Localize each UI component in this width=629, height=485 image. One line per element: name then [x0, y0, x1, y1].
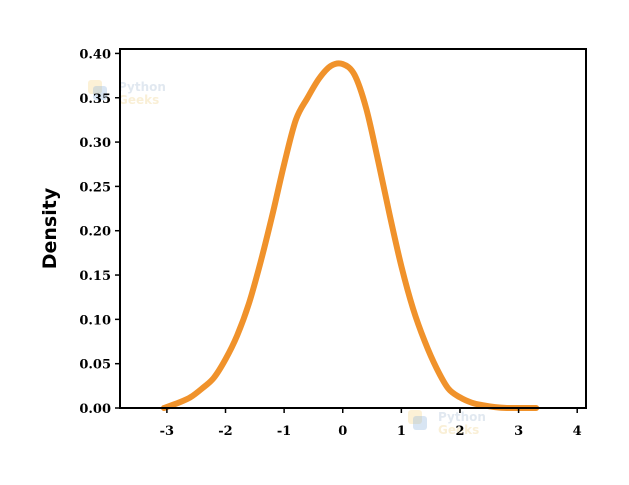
x-tick-label: 0 [338, 424, 347, 439]
watermark-line1: Python [438, 410, 486, 424]
y-tick-label: 0.30 [79, 136, 111, 151]
watermark-logo-icon [88, 80, 102, 94]
series-layer [160, 60, 540, 412]
x-tick-label: 1 [397, 424, 406, 439]
x-tick-label: 2 [455, 424, 464, 439]
x-axis: -3 -2 -1 0 1 2 3 4 [160, 408, 582, 439]
y-tick-label: 0.00 [79, 402, 111, 417]
y-tick-label: 0.35 [79, 92, 111, 107]
watermark-line2: Geeks [118, 93, 159, 107]
x-tick-label: -2 [218, 424, 232, 439]
watermark-line2: Geeks [438, 423, 479, 437]
plot-area-frame [119, 48, 587, 409]
y-tick-label: 0.25 [79, 180, 111, 195]
python-geeks-watermark-logo: Python Geeks [88, 80, 166, 107]
y-axis: 0.00 0.05 0.10 0.15 0.20 0.25 0.30 0.35 0.40 [79, 47, 120, 417]
y-tick-label: 0.20 [79, 225, 111, 240]
watermark-logo-icon [93, 86, 107, 100]
x-tick-label: -1 [277, 424, 291, 439]
x-tick-label: 3 [514, 424, 523, 439]
density-curve-line [160, 60, 540, 412]
x-tick-label: 4 [573, 424, 582, 439]
y-tick-label: 0.15 [79, 269, 111, 284]
watermark-logo-icon [413, 416, 427, 430]
watermark-layer: Python Geeks Python Geeks [88, 80, 486, 437]
y-tick-label: 0.10 [79, 313, 111, 328]
watermark-line1: Python [118, 80, 166, 94]
python-geeks-watermark-logo: Python Geeks [408, 410, 486, 437]
y-tick-label: 0.05 [79, 358, 111, 373]
x-tick-label: -3 [160, 424, 174, 439]
watermark-logo-icon [408, 410, 422, 424]
y-axis-label: Density [39, 187, 61, 269]
y-tick-label: 0.40 [79, 47, 111, 62]
